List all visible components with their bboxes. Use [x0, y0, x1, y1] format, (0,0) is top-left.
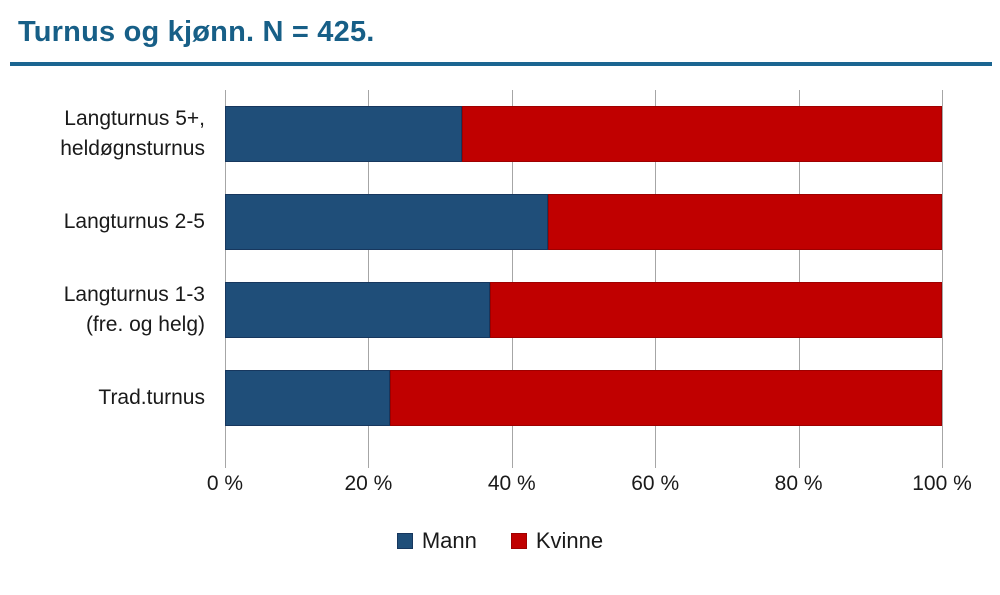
- bar-segment-mann: [225, 106, 462, 162]
- category-label: Trad.turnus: [98, 386, 205, 410]
- x-tick-label: 60 %: [631, 472, 680, 495]
- title-divider: [10, 62, 992, 66]
- chart-body: Langturnus 5+, heldøgnsturnus Langturnus …: [0, 90, 972, 506]
- category-row: Trad.turnus: [0, 354, 942, 442]
- bar-segment-kvinne: [490, 282, 942, 338]
- legend-item-kvinne: Kvinne: [510, 528, 604, 554]
- category-row: Langturnus 5+, heldøgnsturnus: [0, 90, 942, 178]
- bar-track: [225, 282, 942, 338]
- bar-track: [225, 194, 942, 250]
- bar-rows: Langturnus 5+, heldøgnsturnus Langturnus …: [0, 90, 942, 442]
- bar-segment-mann: [225, 282, 491, 338]
- bar-segment-kvinne: [389, 370, 942, 426]
- gridline: [942, 90, 943, 468]
- page-title: Turnus og kjønn. N = 425.: [18, 16, 375, 48]
- legend: Mann Kvinne: [0, 528, 1000, 554]
- bar-track: [225, 106, 942, 162]
- legend-label: Mann: [421, 528, 477, 553]
- x-tick-label: 80 %: [774, 472, 823, 495]
- category-row: Langturnus 1-3 (fre. og helg): [0, 266, 942, 354]
- bar-segment-kvinne: [547, 194, 942, 250]
- category-row: Langturnus 2-5: [0, 178, 942, 266]
- legend-item-mann: Mann: [396, 528, 477, 554]
- x-tick-label: 100 %: [912, 472, 972, 495]
- bar-segment-kvinne: [461, 106, 942, 162]
- stacked-bar-chart: Langturnus 5+, heldøgnsturnus Langturnus …: [0, 90, 1000, 554]
- category-label: Langturnus 2-5: [63, 210, 205, 234]
- x-tick-label: 20 %: [344, 472, 393, 495]
- legend-swatch-kvinne: [510, 533, 527, 549]
- bar-segment-mann: [225, 194, 548, 250]
- bar-track: [225, 370, 942, 426]
- legend-label: Kvinne: [535, 528, 604, 553]
- category-label: Langturnus 5+, heldøgnsturnus: [60, 107, 205, 160]
- x-axis: 0 % 20 % 40 % 60 % 80 % 100 %: [207, 472, 972, 506]
- x-tick-label: 0 %: [206, 472, 244, 495]
- legend-swatch-mann: [396, 533, 413, 549]
- bar-segment-mann: [225, 370, 390, 426]
- category-label: Langturnus 1-3 (fre. og helg): [63, 283, 205, 336]
- x-tick-label: 40 %: [487, 472, 536, 495]
